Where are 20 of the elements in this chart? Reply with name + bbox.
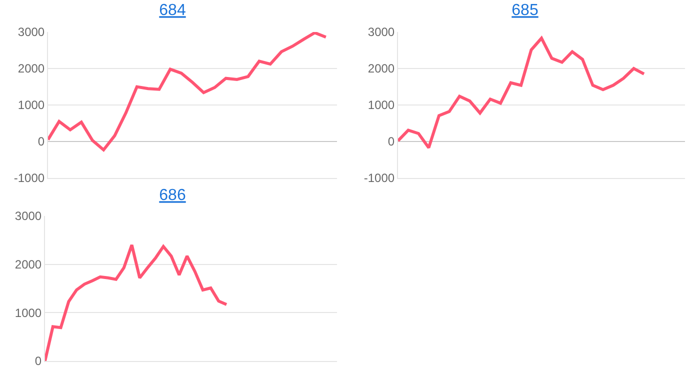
line-series: [45, 244, 228, 361]
y-tick-label: 2000: [14, 258, 42, 272]
chart-title: 686: [159, 187, 186, 204]
chart-title: 684: [159, 2, 186, 20]
y-tick-label: 1000: [368, 98, 395, 112]
y-tick-label: 2000: [18, 62, 45, 76]
y-tick-label: 1000: [14, 306, 42, 320]
y-tick-label: 3000: [368, 25, 395, 40]
y-tick-label: 0: [388, 134, 395, 149]
chart-title: 685: [512, 2, 538, 20]
y-tick-label: -1000: [14, 171, 45, 186]
y-tick-label: 3000: [14, 209, 42, 224]
y-tick-label: 3000: [18, 25, 45, 40]
line-series: [398, 36, 646, 150]
y-tick-label: 0: [38, 134, 45, 149]
y-tick-label: 2000: [368, 62, 395, 76]
y-tick-label: 0: [34, 354, 42, 368]
y-tick-label: 1000: [18, 98, 45, 112]
line-series: [48, 32, 328, 152]
y-tick-label: -1000: [364, 171, 395, 186]
